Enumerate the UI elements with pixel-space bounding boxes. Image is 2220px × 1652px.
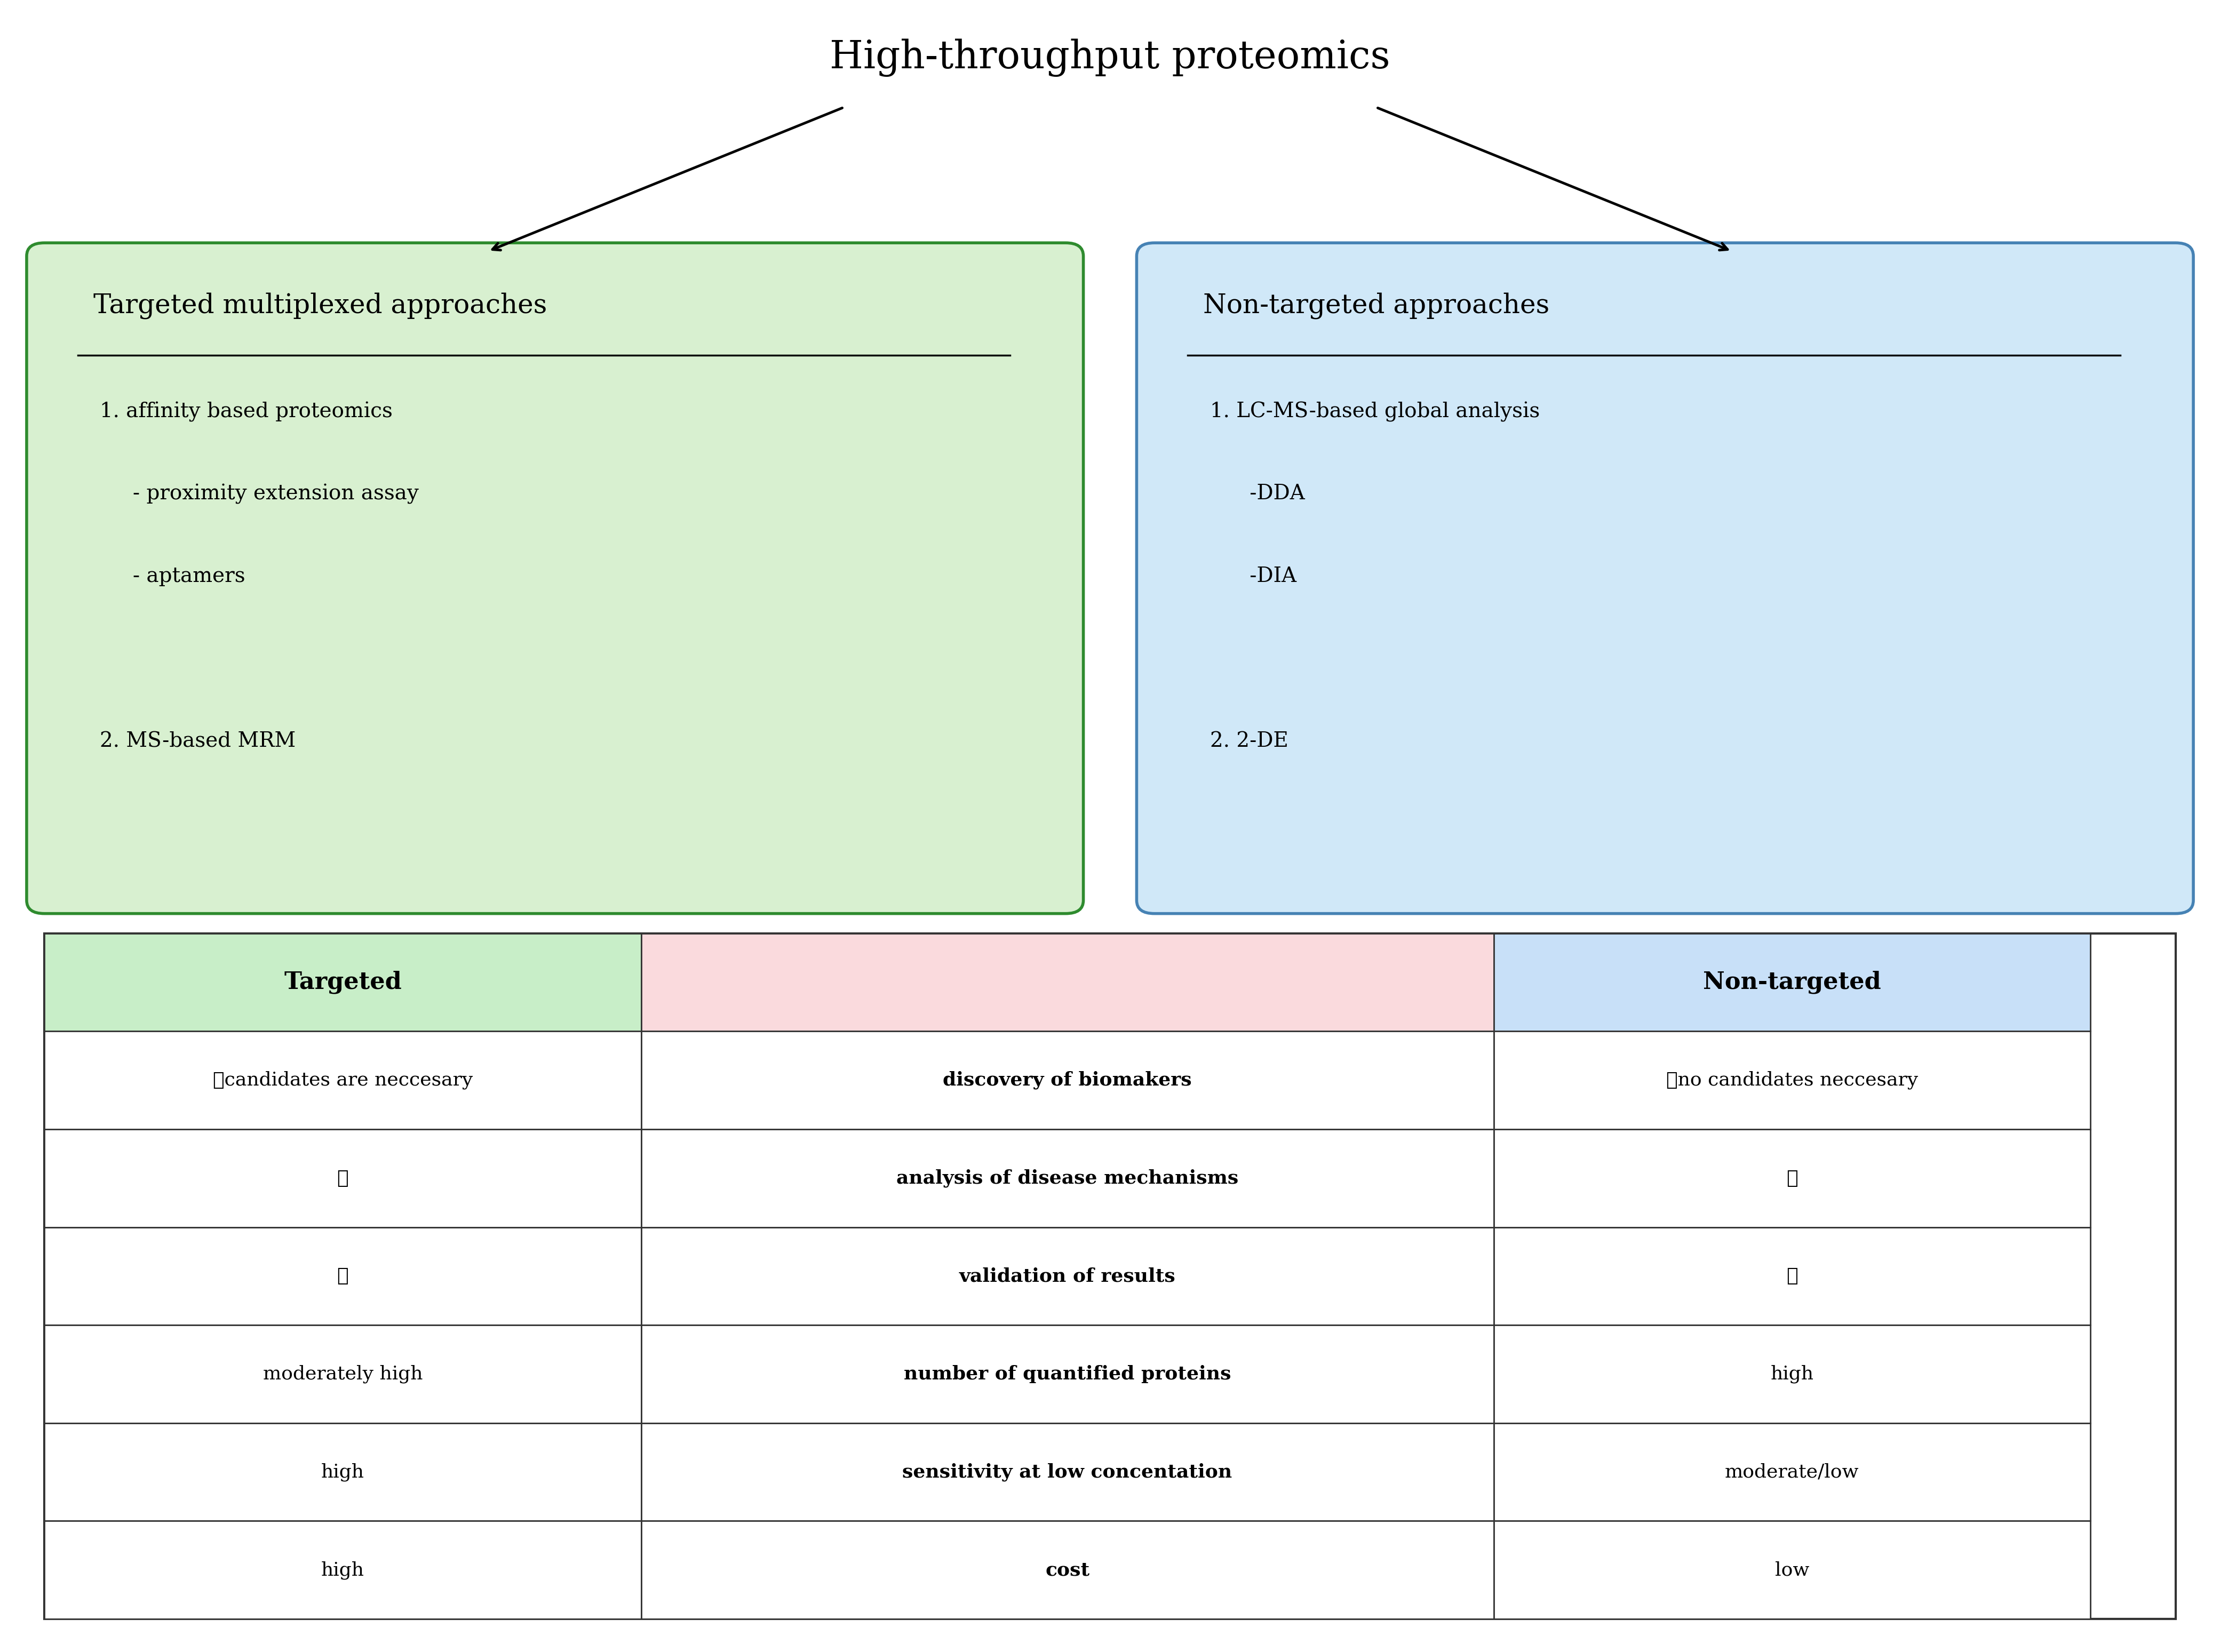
Text: ✓: ✓ [337,1170,349,1188]
Bar [44,1422,642,1521]
Bar [44,933,2176,1619]
Text: ✓: ✓ [337,1267,349,1285]
Bar [642,933,1494,1031]
Text: ✓candidates are neccesary: ✓candidates are neccesary [213,1070,473,1089]
Text: moderate/low: moderate/low [1725,1464,1858,1482]
FancyBboxPatch shape [1137,243,2193,914]
Bar [642,1031,1494,1130]
Text: sensitivity at low concentation: sensitivity at low concentation [904,1464,1232,1482]
Bar [642,1521,1494,1619]
Text: analysis of disease mechanisms: analysis of disease mechanisms [897,1170,1239,1188]
Text: - aptamers: - aptamers [100,567,246,586]
Text: 2. 2-DE: 2. 2-DE [1210,732,1288,752]
Text: High-throughput proteomics: High-throughput proteomics [830,38,1390,78]
Text: Non-targeted approaches: Non-targeted approaches [1203,292,1550,319]
Text: -DIA: -DIA [1210,567,1296,586]
FancyBboxPatch shape [27,243,1083,914]
Bar [44,1130,642,1227]
Bar [1494,933,2091,1031]
Text: ✓no candidates neccesary: ✓no candidates neccesary [1665,1070,1918,1089]
Bar [1494,1227,2091,1325]
Bar [1494,1130,2091,1227]
Text: high: high [322,1464,364,1482]
Bar [1494,1422,2091,1521]
Text: Targeted: Targeted [284,971,402,995]
Text: cost: cost [1046,1561,1090,1579]
Bar [44,1031,642,1130]
Text: ✓: ✓ [1787,1170,1798,1188]
Bar [1494,1521,2091,1619]
Bar [1494,1031,2091,1130]
Text: 2. MS-based MRM: 2. MS-based MRM [100,732,295,752]
Text: 1. LC-MS-based global analysis: 1. LC-MS-based global analysis [1210,401,1541,421]
Bar [44,1227,642,1325]
Text: validation of results: validation of results [959,1267,1177,1285]
Text: discovery of biomakers: discovery of biomakers [943,1070,1192,1089]
Text: low: low [1774,1561,1809,1579]
Bar [642,1130,1494,1227]
Text: high: high [322,1561,364,1579]
Bar [1494,1325,2091,1422]
Bar [642,1227,1494,1325]
Text: 1. affinity based proteomics: 1. affinity based proteomics [100,401,393,421]
Bar [44,933,642,1031]
Text: Targeted multiplexed approaches: Targeted multiplexed approaches [93,292,546,319]
Bar [642,1422,1494,1521]
Text: Non-targeted: Non-targeted [1703,971,1880,995]
Bar [44,1521,642,1619]
Text: -DDA: -DDA [1210,484,1305,504]
Text: high: high [1769,1365,1814,1383]
Text: - proximity extension assay: - proximity extension assay [100,484,420,504]
Text: ✓: ✓ [1787,1267,1798,1285]
Text: moderately high: moderately high [262,1365,422,1383]
Text: number of quantified proteins: number of quantified proteins [904,1365,1232,1383]
Bar [44,1325,642,1422]
Bar [642,1325,1494,1422]
